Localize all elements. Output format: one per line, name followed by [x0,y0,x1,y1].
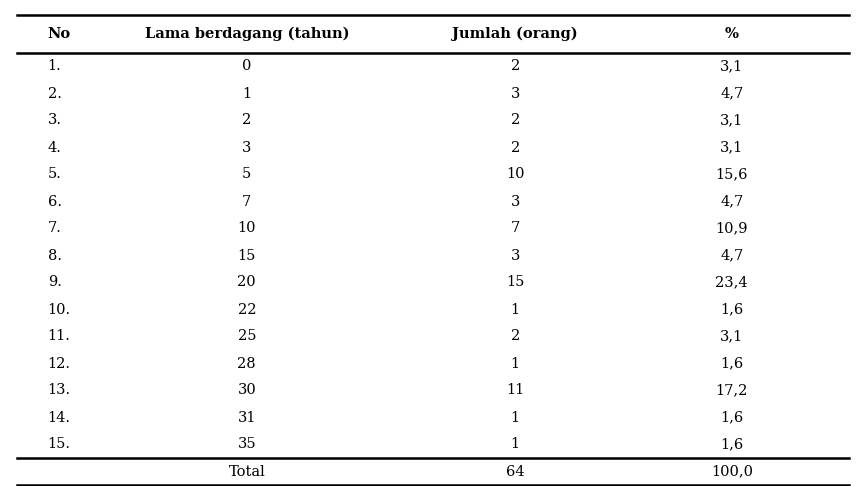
Text: 5: 5 [242,168,251,181]
Text: 1.: 1. [48,59,61,73]
Text: 3: 3 [511,248,520,262]
Text: 3: 3 [242,140,251,155]
Text: 2: 2 [242,114,251,127]
Text: 1,6: 1,6 [721,437,743,451]
Text: 23,4: 23,4 [715,276,748,290]
Text: 1,6: 1,6 [721,411,743,424]
Text: 11.: 11. [48,330,70,344]
Text: 31: 31 [237,411,256,424]
Text: 1: 1 [511,357,520,370]
Text: 20: 20 [237,276,256,290]
Text: 2: 2 [511,330,520,344]
Text: 10,9: 10,9 [715,222,748,236]
Text: 3,1: 3,1 [721,330,743,344]
Text: 6.: 6. [48,194,61,208]
Text: 3,1: 3,1 [721,59,743,73]
Text: 9.: 9. [48,276,61,290]
Text: 2: 2 [511,114,520,127]
Text: 5.: 5. [48,168,61,181]
Text: 13.: 13. [48,383,71,398]
Text: 10.: 10. [48,302,71,316]
Text: 11: 11 [506,383,525,398]
Text: 15: 15 [237,248,256,262]
Text: 15.: 15. [48,437,71,451]
Text: 7: 7 [511,222,520,236]
Text: 8.: 8. [48,248,61,262]
Text: 15,6: 15,6 [715,168,748,181]
Text: 1: 1 [242,87,251,101]
Text: 0: 0 [242,59,251,73]
Text: 15: 15 [506,276,525,290]
Text: 1,6: 1,6 [721,357,743,370]
Text: 10: 10 [506,168,525,181]
Text: 64: 64 [506,465,525,479]
Text: 10: 10 [237,222,256,236]
Text: 7: 7 [242,194,251,208]
Text: 3: 3 [511,87,520,101]
Text: 25: 25 [237,330,256,344]
Text: 1: 1 [511,437,520,451]
Text: %: % [725,27,739,41]
Text: 17,2: 17,2 [715,383,748,398]
Text: 12.: 12. [48,357,71,370]
Text: 2: 2 [511,59,520,73]
Text: Lama berdagang (tahun): Lama berdagang (tahun) [145,27,349,41]
Text: 4.: 4. [48,140,61,155]
Text: 3,1: 3,1 [721,140,743,155]
Text: 4,7: 4,7 [721,87,743,101]
Text: 14.: 14. [48,411,71,424]
Text: 22: 22 [237,302,256,316]
Text: 4,7: 4,7 [721,248,743,262]
Text: 4,7: 4,7 [721,194,743,208]
Text: 1: 1 [511,302,520,316]
Text: 7.: 7. [48,222,61,236]
Text: 100,0: 100,0 [711,465,753,479]
Text: 28: 28 [237,357,256,370]
Text: Jumlah (orang): Jumlah (orang) [452,27,578,41]
Text: 3: 3 [511,194,520,208]
Text: 2: 2 [511,140,520,155]
Text: Total: Total [229,465,265,479]
Text: 2.: 2. [48,87,61,101]
Text: 35: 35 [237,437,256,451]
Text: 3.: 3. [48,114,61,127]
Text: 3,1: 3,1 [721,114,743,127]
Text: 30: 30 [237,383,256,398]
Text: 1: 1 [511,411,520,424]
Text: 1,6: 1,6 [721,302,743,316]
Text: No: No [48,27,71,41]
